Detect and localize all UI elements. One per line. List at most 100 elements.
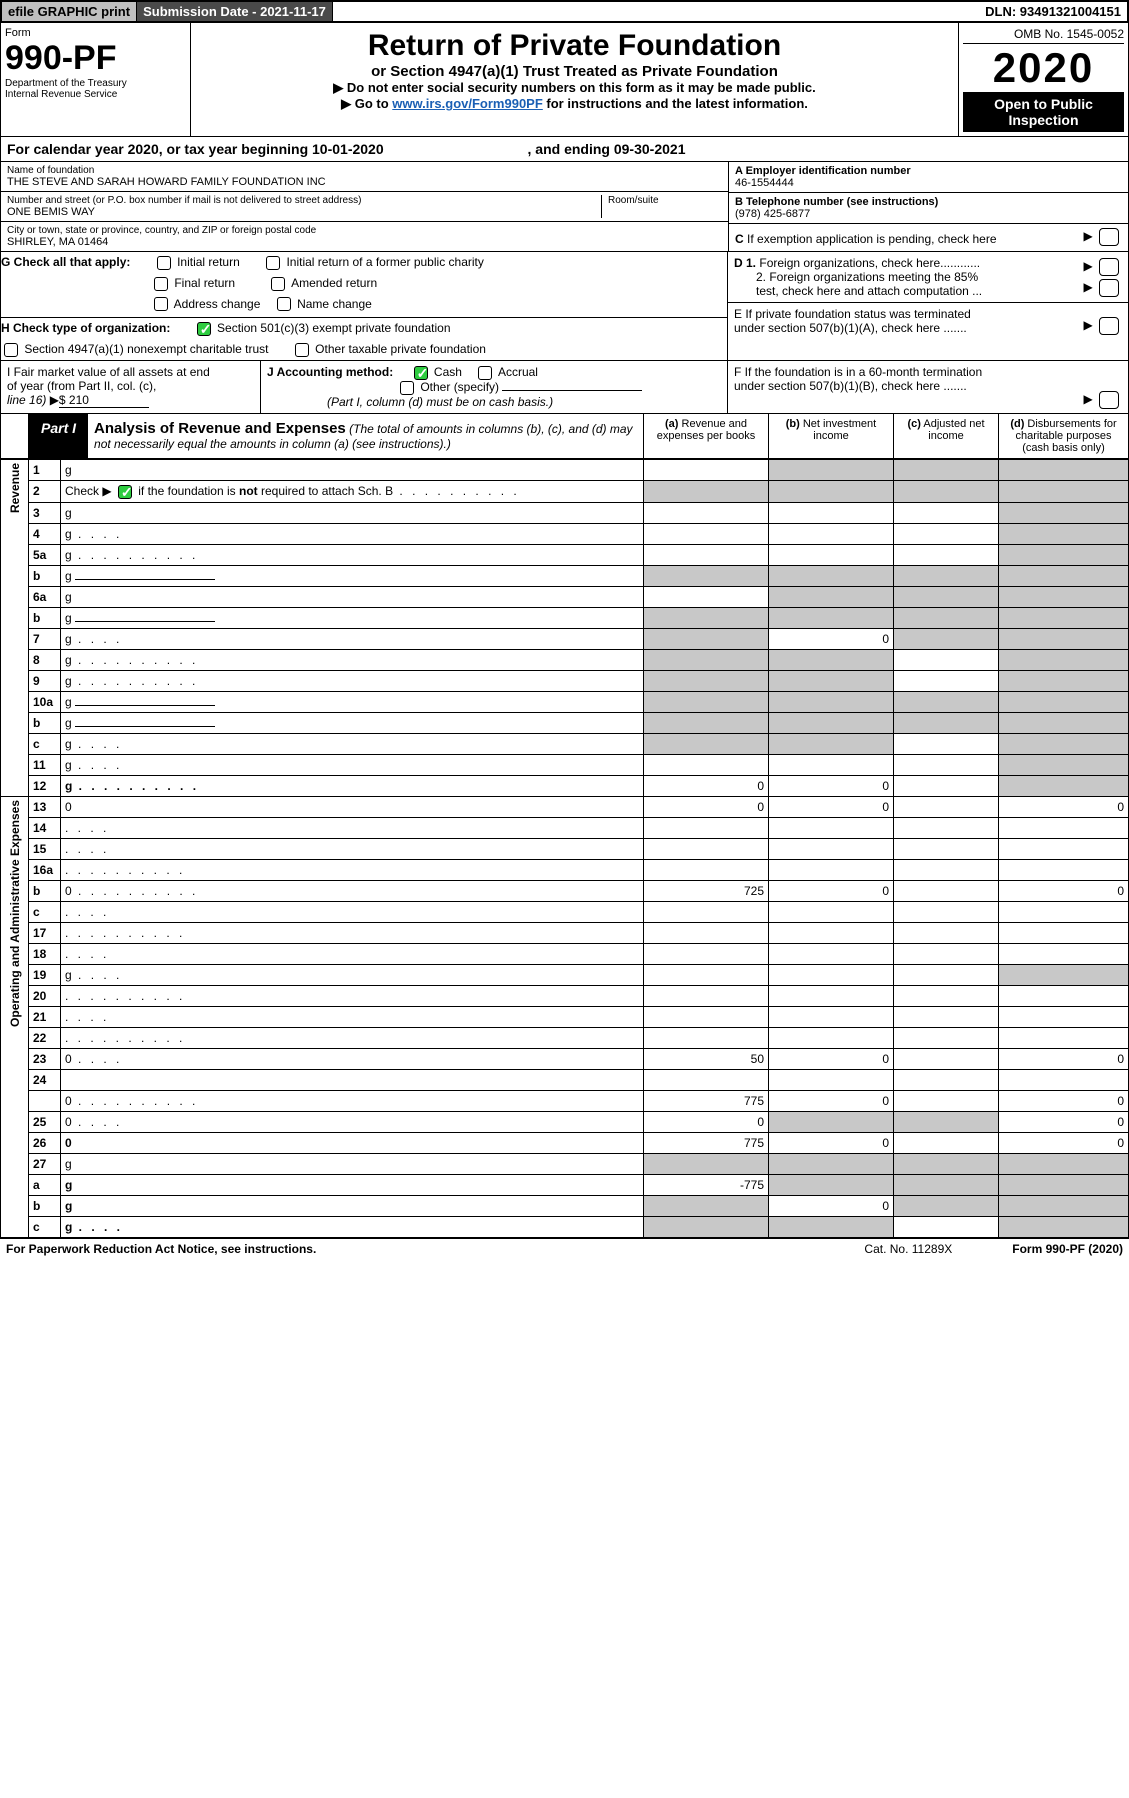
row-desc: g — [61, 544, 644, 565]
cell-a — [644, 670, 769, 691]
h-4947[interactable] — [4, 343, 18, 357]
row-number: c — [29, 901, 61, 922]
cell-a — [644, 480, 769, 502]
cell-b: 0 — [769, 1090, 894, 1111]
row-number: a — [29, 1174, 61, 1195]
cell-a: 0 — [644, 1111, 769, 1132]
instructions-link[interactable]: www.irs.gov/Form990PF — [392, 96, 543, 111]
cell-c — [894, 1216, 999, 1237]
cell-a — [644, 1069, 769, 1090]
g-address-change[interactable] — [154, 297, 168, 311]
efile-label[interactable]: efile GRAPHIC print — [2, 2, 137, 21]
table-row: b072500 — [1, 880, 1129, 901]
col-b: Net investment income — [803, 418, 876, 442]
e1: E If private foundation status was termi… — [734, 307, 1083, 321]
cell-a — [644, 901, 769, 922]
omb-number: OMB No. 1545-0052 — [963, 27, 1124, 44]
row-number: b — [29, 880, 61, 901]
form-word: Form — [5, 27, 186, 39]
cell-c — [894, 1048, 999, 1069]
g-final-return[interactable] — [154, 277, 168, 291]
ein-val: 46-1554444 — [735, 177, 1122, 189]
g-name-change[interactable] — [277, 297, 291, 311]
d2-checkbox[interactable] — [1099, 279, 1119, 297]
i-val: $ 210 — [59, 393, 149, 408]
cell-b — [769, 1111, 894, 1132]
row-number: 6a — [29, 586, 61, 607]
cell-b — [769, 1069, 894, 1090]
part1-header: Part I Analysis of Revenue and Expenses … — [0, 414, 1129, 459]
cell-a — [644, 565, 769, 586]
footer-left: For Paperwork Reduction Act Notice, see … — [6, 1242, 316, 1256]
cell-a: 775 — [644, 1132, 769, 1153]
row-desc: 0 — [61, 1132, 644, 1153]
inline-input[interactable] — [75, 726, 215, 727]
row-number: 2 — [29, 480, 61, 502]
g-initial-return[interactable] — [157, 256, 171, 270]
cell-c — [894, 670, 999, 691]
h-other-taxable[interactable] — [295, 343, 309, 357]
i-j-f-block: I Fair market value of all assets at end… — [0, 361, 1129, 414]
table-row: 14 — [1, 817, 1129, 838]
city-val: SHIRLEY, MA 01464 — [7, 236, 722, 248]
cell-b — [769, 901, 894, 922]
inline-input[interactable] — [75, 579, 215, 580]
form-header: Form 990-PF Department of the Treasury I… — [0, 23, 1129, 137]
row-desc — [61, 1069, 644, 1090]
cell-a: 0 — [644, 775, 769, 796]
g-amended[interactable] — [271, 277, 285, 291]
table-row: 12g00 — [1, 775, 1129, 796]
e-checkbox[interactable] — [1099, 317, 1119, 335]
row-number: 14 — [29, 817, 61, 838]
f-checkbox[interactable] — [1099, 391, 1119, 409]
instr2-post: for instructions and the latest informat… — [543, 96, 808, 111]
cell-b — [769, 502, 894, 523]
cell-b: 0 — [769, 775, 894, 796]
row-number: b — [29, 1195, 61, 1216]
table-row: 26077500 — [1, 1132, 1129, 1153]
e2: under section 507(b)(1)(A), check here .… — [734, 321, 1083, 335]
cell-a — [644, 859, 769, 880]
j-other-line[interactable] — [502, 390, 642, 391]
row-desc — [61, 859, 644, 880]
j-cash-label: Cash — [434, 365, 462, 379]
row-desc: g — [61, 459, 644, 480]
cell-c — [894, 922, 999, 943]
cell-b — [769, 1174, 894, 1195]
dln-label: DLN: 93491321004151 — [979, 2, 1127, 21]
row-desc — [61, 1027, 644, 1048]
cell-a — [644, 1027, 769, 1048]
page-footer: For Paperwork Reduction Act Notice, see … — [0, 1238, 1129, 1259]
d1-checkbox[interactable] — [1099, 258, 1119, 276]
table-row: 077500 — [1, 1090, 1129, 1111]
row-number: 26 — [29, 1132, 61, 1153]
g-opt-4: Amended return — [291, 276, 377, 290]
row-desc — [61, 1006, 644, 1027]
inline-input[interactable] — [75, 621, 215, 622]
schb-checkbox[interactable] — [118, 485, 132, 499]
cell-d — [999, 1027, 1129, 1048]
c-checkbox[interactable] — [1099, 228, 1119, 246]
cell-a — [644, 459, 769, 480]
cell-d: 0 — [999, 1090, 1129, 1111]
cell-c — [894, 544, 999, 565]
cell-b — [769, 607, 894, 628]
j-cash[interactable] — [414, 366, 428, 380]
col-c: Adjusted net income — [923, 418, 984, 442]
table-row: 8g — [1, 649, 1129, 670]
row-desc — [61, 922, 644, 943]
row-desc: 0 — [61, 880, 644, 901]
cell-a — [644, 1153, 769, 1174]
cell-d: 0 — [999, 1132, 1129, 1153]
h-501c3[interactable] — [197, 322, 211, 336]
row-desc: g — [61, 502, 644, 523]
dept-2: Internal Revenue Service — [5, 89, 186, 100]
j-accrual[interactable] — [478, 366, 492, 380]
j-other[interactable] — [400, 381, 414, 395]
table-row: bg0 — [1, 1195, 1129, 1216]
inline-input[interactable] — [75, 705, 215, 706]
g-initial-public[interactable] — [266, 256, 280, 270]
row-number: b — [29, 607, 61, 628]
cell-a — [644, 691, 769, 712]
table-row: 27g — [1, 1153, 1129, 1174]
